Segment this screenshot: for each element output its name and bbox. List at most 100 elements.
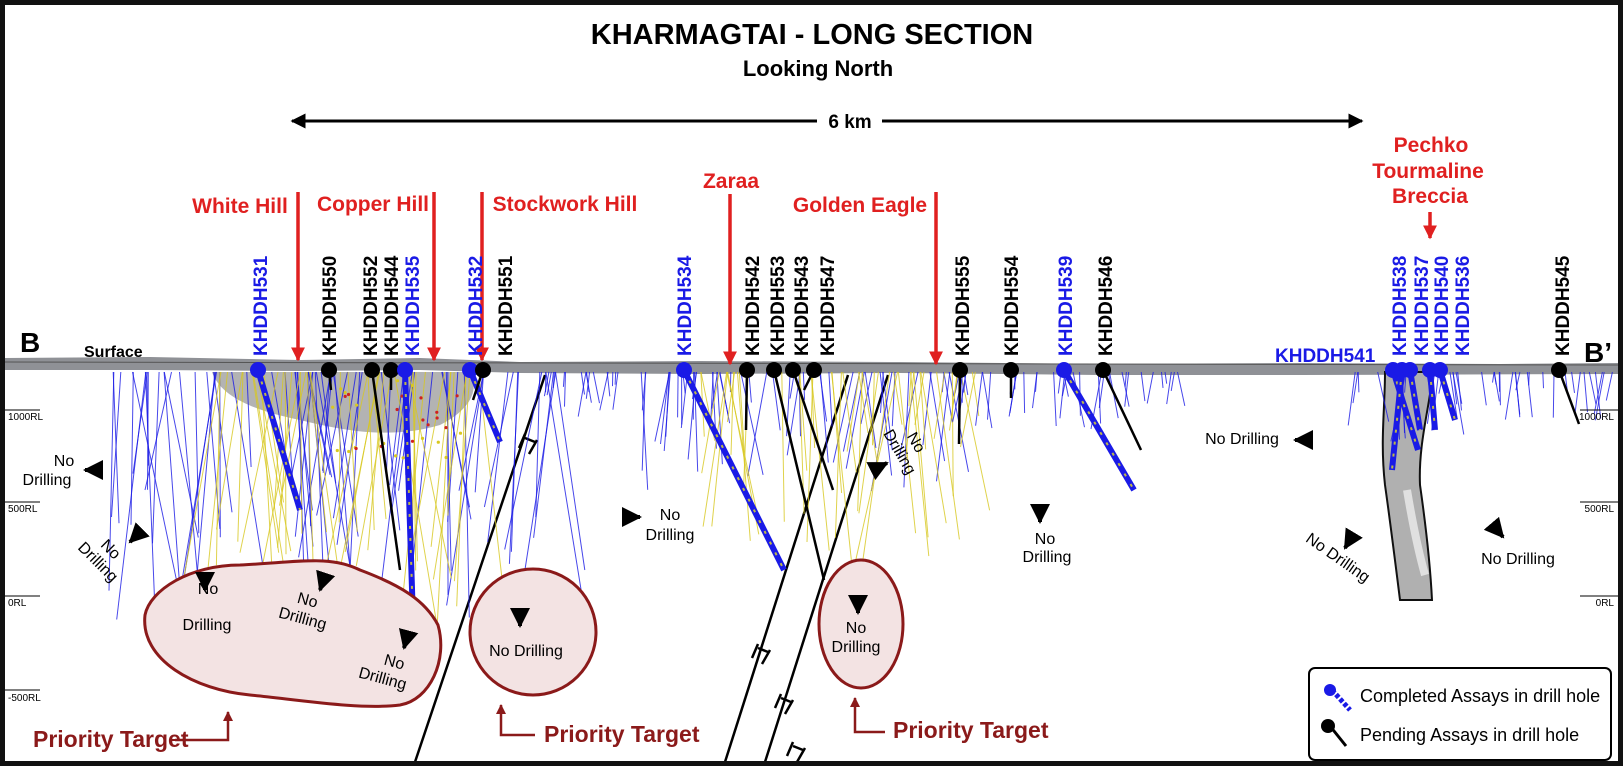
breccia-lower xyxy=(1403,489,1429,577)
collar-khddh539 xyxy=(1056,362,1072,378)
historic-trace xyxy=(654,371,671,442)
historic-trace xyxy=(913,371,929,538)
legend-completed-label: Completed Assays in drill hole xyxy=(1360,686,1600,706)
historic-trace xyxy=(987,371,992,420)
priority-target-white-hill xyxy=(143,559,443,708)
figure-title: KHARMAGTAI - LONG SECTION xyxy=(591,19,1034,51)
rl-500-left: 500RL xyxy=(8,504,38,515)
prospect-labels: White Hill Copper Hill Stockwork Hill Za… xyxy=(192,134,1484,218)
historic-trace xyxy=(1452,371,1458,405)
drill-trace-khddh535 xyxy=(402,369,416,621)
historic-trace xyxy=(182,371,222,583)
historic-trace xyxy=(1097,371,1102,424)
historic-trace xyxy=(586,371,590,393)
assay-speck xyxy=(343,391,347,395)
assay-intervals xyxy=(683,369,785,571)
priority-target-label-1: Priority Target xyxy=(33,726,189,752)
historic-trace xyxy=(1377,371,1390,422)
prospect-breccia: Breccia xyxy=(1392,185,1468,208)
priority-target-golden-eagle xyxy=(817,558,905,690)
historic-trace xyxy=(284,371,295,494)
surface-label: Surface xyxy=(84,344,143,361)
historic-trace xyxy=(772,371,781,431)
collar-khddh544 xyxy=(383,362,399,378)
no-drilling-12-arrow xyxy=(1343,527,1363,550)
no-drilling-10: No xyxy=(846,620,867,637)
assay-speck xyxy=(444,426,448,430)
historic-trace xyxy=(1449,371,1458,419)
assay-speck xyxy=(436,440,440,444)
hole-label-khddh539: KHDDH539 xyxy=(1056,256,1077,356)
svg-text:No: No xyxy=(295,590,319,612)
historic-trace xyxy=(239,371,279,553)
historic-trace xyxy=(858,371,879,514)
historic-trace xyxy=(322,371,331,473)
hole-label-khddh537: KHDDH537 xyxy=(1412,256,1433,356)
collar-khddh551 xyxy=(475,362,491,378)
scale-label: 6 km xyxy=(828,112,871,133)
historic-trace xyxy=(163,371,199,538)
historic-trace xyxy=(504,371,543,550)
historic-trace xyxy=(442,371,472,520)
historic-trace xyxy=(781,371,785,522)
assay-speck xyxy=(420,436,425,440)
assay-speck xyxy=(435,416,439,420)
historic-trace xyxy=(1023,371,1026,414)
historic-trace xyxy=(377,371,408,610)
historic-trace xyxy=(858,371,869,434)
rl-1000-right: 1000RL xyxy=(1579,412,1614,423)
no-drilling-10b: Drilling xyxy=(832,639,881,656)
svg-text:No Drilling: No Drilling xyxy=(1205,431,1279,448)
hole-label-khddh544: KHDDH544 xyxy=(382,255,403,356)
historic-trace xyxy=(320,371,337,484)
priority-target-stockwork xyxy=(468,567,598,697)
no-drilling-2-arrow xyxy=(128,522,150,544)
historic-trace xyxy=(332,371,359,537)
hole-label-khddh551: KHDDH551 xyxy=(496,255,517,356)
historic-trace xyxy=(216,371,243,530)
hole-label-khddh542: KHDDH542 xyxy=(743,256,764,356)
historic-trace xyxy=(1457,371,1462,411)
historic-trace xyxy=(951,371,954,497)
historic-trace xyxy=(711,371,728,527)
historic-trace xyxy=(747,371,768,477)
historic-trace xyxy=(347,371,358,532)
assay-speck xyxy=(419,396,423,400)
collar-khddh531 xyxy=(250,362,266,378)
historic-trace xyxy=(436,371,452,626)
legend-completed-swatch xyxy=(1330,688,1352,712)
priority-target-label-3: Priority Target xyxy=(893,717,1049,743)
rl-0-left: 0RL xyxy=(8,598,27,609)
drill-hole-labels: KHDDH531 KHDDH550 KHDDH552 KHDDH544 KHDDH535… xyxy=(251,255,1574,367)
svg-text:Drilling: Drilling xyxy=(23,472,72,489)
no-drilling-7: No Drilling xyxy=(489,643,563,660)
historic-trace xyxy=(367,371,375,531)
historic-trace xyxy=(960,371,991,511)
historic-trace xyxy=(882,371,893,451)
drill-trace-khddh553 xyxy=(772,369,826,581)
assay-speck xyxy=(435,410,439,414)
no-drilling-6: No Drilling xyxy=(622,507,694,544)
historic-trace xyxy=(842,371,857,473)
hole-label-khddh546: KHDDH546 xyxy=(1096,256,1117,356)
legend-box xyxy=(1308,667,1612,761)
hole-label-khddh535: KHDDH535 xyxy=(403,255,424,356)
historic-trace xyxy=(897,371,917,534)
historic-trace xyxy=(908,371,912,407)
historic-trace xyxy=(1053,371,1057,427)
rl-1000-left: 1000RL xyxy=(8,412,43,423)
historic-trace xyxy=(1542,371,1544,389)
collar-khddh552 xyxy=(364,362,380,378)
historic-trace xyxy=(614,371,617,385)
drill-trace-khddh540 xyxy=(1427,369,1438,431)
hole-label-khddh553: KHDDH553 xyxy=(768,256,789,356)
historic-trace xyxy=(1059,371,1066,419)
historic-trace xyxy=(910,371,930,557)
assay-speck xyxy=(401,456,405,460)
historic-trace xyxy=(432,371,468,580)
rl-scale-right: 1000RL 500RL 0RL xyxy=(1579,412,1614,609)
historic-trace xyxy=(1583,371,1588,413)
drill-trace-khddh534 xyxy=(681,368,787,572)
collar-khddh547 xyxy=(806,362,822,378)
